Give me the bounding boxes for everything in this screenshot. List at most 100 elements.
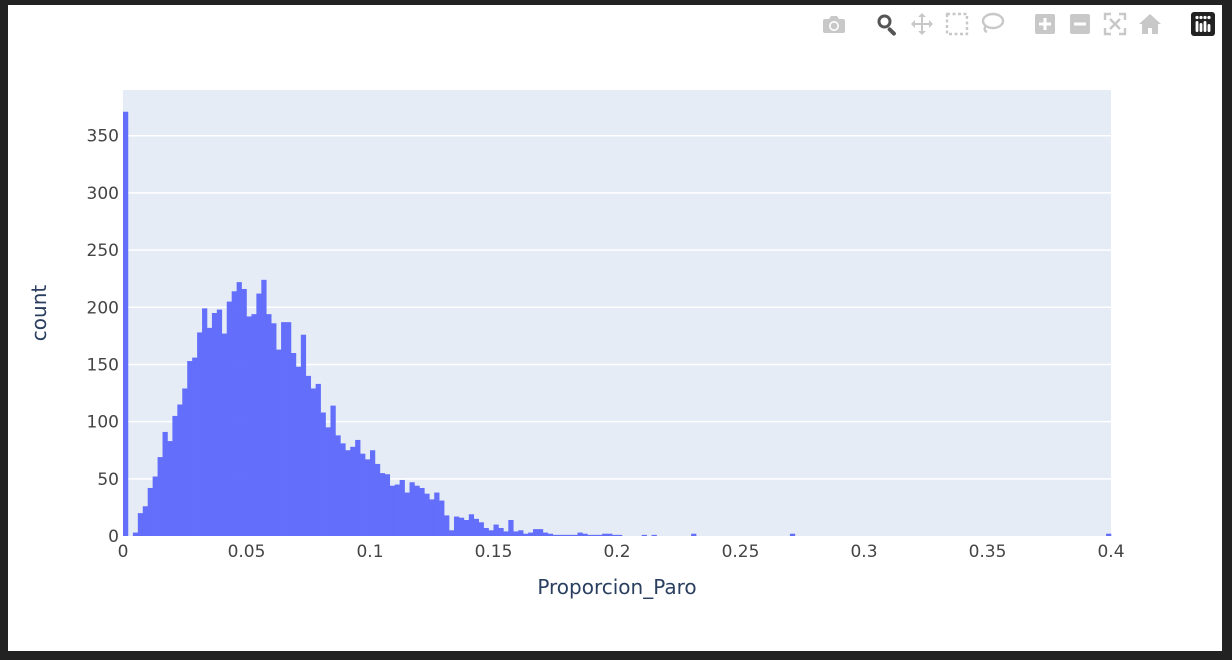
histogram-bar[interactable]: [399, 479, 405, 536]
histogram-bar[interactable]: [542, 532, 549, 536]
histogram-bar[interactable]: [557, 534, 563, 536]
histogram-bar[interactable]: [379, 473, 386, 536]
histogram-bar[interactable]: [330, 405, 336, 536]
histogram-bar[interactable]: [290, 353, 297, 536]
histogram-bar[interactable]: [206, 327, 213, 536]
histogram-bar[interactable]: [211, 313, 218, 536]
histogram-bar[interactable]: [197, 332, 203, 536]
histogram-bar[interactable]: [172, 415, 178, 536]
histogram-bar[interactable]: [597, 534, 603, 536]
histogram-bar[interactable]: [414, 485, 420, 536]
histogram-bar[interactable]: [335, 435, 341, 536]
histogram-bar[interactable]: [271, 323, 277, 536]
histogram-bar[interactable]: [305, 375, 312, 536]
histogram-bar[interactable]: [241, 288, 247, 536]
bars[interactable]: [123, 111, 1112, 536]
histogram-bar[interactable]: [325, 427, 331, 536]
histogram-bar[interactable]: [123, 111, 129, 536]
histogram-bar[interactable]: [567, 534, 573, 536]
histogram-bar[interactable]: [533, 529, 539, 536]
histogram-bar[interactable]: [602, 533, 608, 536]
histogram-bar[interactable]: [488, 530, 494, 536]
histogram-bar[interactable]: [503, 531, 509, 536]
histogram-bar[interactable]: [439, 500, 445, 536]
histogram-bar[interactable]: [483, 527, 489, 536]
box-select-button[interactable]: [943, 11, 970, 37]
histogram-bar[interactable]: [231, 291, 237, 536]
autoscale-button[interactable]: [1101, 11, 1128, 37]
histogram-bar[interactable]: [424, 493, 430, 536]
histogram-bar[interactable]: [513, 531, 519, 536]
histogram-bar[interactable]: [577, 532, 583, 536]
histogram-bar[interactable]: [315, 383, 321, 536]
histogram-bar[interactable]: [434, 492, 440, 536]
histogram-bar[interactable]: [251, 314, 257, 536]
histogram-bar[interactable]: [137, 513, 144, 536]
histogram-bar[interactable]: [617, 534, 623, 536]
histogram-bar[interactable]: [187, 361, 193, 536]
histogram-bar[interactable]: [261, 279, 267, 536]
histogram-bar[interactable]: [404, 492, 410, 536]
histogram-bar[interactable]: [340, 443, 346, 536]
histogram-bar[interactable]: [528, 532, 534, 536]
zoom-in-button[interactable]: [1031, 11, 1058, 37]
histogram-bar[interactable]: [182, 388, 188, 536]
histogram-bar[interactable]: [518, 530, 524, 536]
histogram-bar[interactable]: [286, 322, 292, 536]
histogram-bar[interactable]: [142, 506, 148, 536]
camera-button[interactable]: [820, 11, 847, 37]
histogram-bar[interactable]: [453, 516, 460, 536]
histogram-bar[interactable]: [256, 293, 262, 536]
histogram-bar[interactable]: [370, 450, 376, 536]
histogram-bar[interactable]: [478, 522, 484, 536]
histogram-bar[interactable]: [162, 431, 168, 536]
histogram-bar[interactable]: [409, 482, 415, 536]
histogram-bar[interactable]: [157, 457, 163, 536]
histogram-bar[interactable]: [468, 514, 475, 536]
histogram-bar[interactable]: [221, 333, 228, 536]
histogram-bar[interactable]: [345, 450, 351, 536]
histogram-bar[interactable]: [641, 534, 647, 536]
histogram-bar[interactable]: [276, 349, 282, 536]
histogram-bar[interactable]: [607, 533, 613, 536]
histogram-bar[interactable]: [463, 519, 470, 536]
histogram-bar[interactable]: [236, 282, 242, 536]
histogram-bar[interactable]: [281, 322, 287, 536]
histogram-bar[interactable]: [508, 519, 514, 536]
histogram-bar[interactable]: [202, 308, 208, 536]
histogram-bar[interactable]: [365, 459, 371, 536]
plotly-logo-link[interactable]: [1189, 11, 1216, 37]
histogram-bar[interactable]: [374, 463, 381, 536]
histogram-bar[interactable]: [523, 533, 529, 536]
histogram-bar[interactable]: [449, 530, 455, 536]
histogram-bar[interactable]: [310, 388, 316, 536]
histogram-bar[interactable]: [429, 499, 435, 536]
histogram-bar[interactable]: [562, 534, 568, 536]
reset-axes-button[interactable]: [1136, 11, 1163, 37]
histogram-bar[interactable]: [132, 532, 139, 536]
histogram-bar[interactable]: [592, 534, 598, 536]
histogram-bar[interactable]: [167, 441, 173, 536]
histogram-bar[interactable]: [394, 484, 400, 536]
lasso-select-button[interactable]: [978, 11, 1005, 37]
histogram-bar[interactable]: [1106, 533, 1112, 536]
histogram-bar[interactable]: [547, 533, 554, 536]
histogram-bar[interactable]: [152, 476, 158, 536]
zoom-out-button[interactable]: [1066, 11, 1093, 37]
histogram-bar[interactable]: [384, 474, 391, 536]
histogram-bar[interactable]: [587, 534, 593, 536]
histogram-bar[interactable]: [192, 357, 198, 536]
histogram-bar[interactable]: [789, 533, 796, 536]
histogram-bar[interactable]: [582, 533, 588, 536]
histogram-bar[interactable]: [444, 515, 450, 536]
histogram-bar[interactable]: [350, 446, 356, 536]
histogram-bar[interactable]: [300, 334, 307, 536]
histogram-bar[interactable]: [473, 518, 479, 536]
pan-button[interactable]: [908, 11, 935, 37]
histogram-bar[interactable]: [498, 527, 504, 536]
histogram-bar[interactable]: [572, 534, 578, 536]
histogram-bar[interactable]: [691, 533, 697, 536]
histogram-bar[interactable]: [537, 529, 544, 536]
histogram-bar[interactable]: [177, 404, 183, 536]
histogram-bar[interactable]: [552, 534, 559, 536]
